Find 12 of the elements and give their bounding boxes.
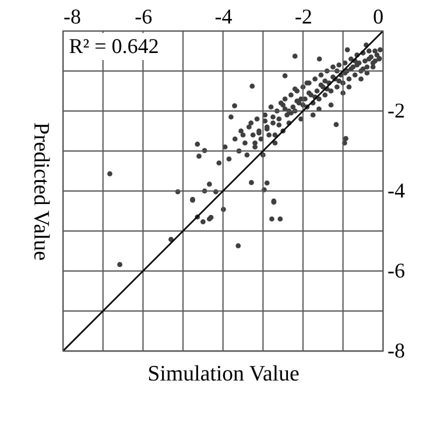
x-tick-label: -4 (214, 4, 233, 28)
x-tick-label: 0 (373, 4, 384, 28)
x-tick-label: -2 (294, 4, 312, 28)
y-tick-label: -6 (388, 258, 405, 282)
y-tick-label: -4 (388, 178, 406, 202)
x-tick-label: -6 (134, 4, 152, 28)
x-axis-title: Simulation Value (148, 360, 300, 386)
x-tick-label: -8 (64, 4, 81, 28)
annotation: R² = 0.642 (69, 34, 159, 58)
y-tick-label: -2 (388, 98, 405, 122)
y-tick-label: -8 (388, 338, 405, 362)
y-axis-title: Predicted Value (30, 122, 54, 261)
